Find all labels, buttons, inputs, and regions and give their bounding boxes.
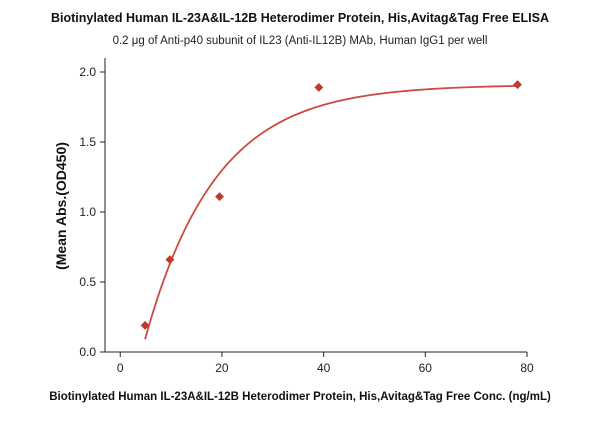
y-tick-label: 1.5 <box>79 135 96 149</box>
chart-subtitle: 0.2 μg of Anti-p40 subunit of IL23 (Anti… <box>113 35 488 47</box>
x-tick-label: 40 <box>317 361 331 375</box>
data-point <box>512 80 523 90</box>
x-tick-label: 80 <box>520 361 534 375</box>
y-axis-label: (Mean Abs.(OD450) <box>53 142 69 270</box>
x-tick-label: 60 <box>419 361 433 375</box>
x-tick-label: 0 <box>117 361 124 375</box>
y-tick-label: 2.0 <box>79 65 96 79</box>
data-point <box>314 82 324 92</box>
x-axis-label: Biotinylated Human IL-23A&IL-12B Heterod… <box>49 391 551 403</box>
data-point <box>214 192 225 202</box>
plot-area: 0.0 0.5 1.0 1.5 2.0 0 20 40 60 80 <box>79 58 534 375</box>
x-tick-label: 20 <box>215 361 229 375</box>
y-tick-label: 0.0 <box>79 345 96 359</box>
chart-title: Biotinylated Human IL-23A&IL-12B Heterod… <box>51 11 549 25</box>
data-point <box>165 255 175 265</box>
data-point <box>140 320 150 330</box>
fit-curve <box>144 85 518 340</box>
y-tick-label: 1.0 <box>79 205 96 219</box>
y-tick-label: 0.5 <box>79 275 96 289</box>
